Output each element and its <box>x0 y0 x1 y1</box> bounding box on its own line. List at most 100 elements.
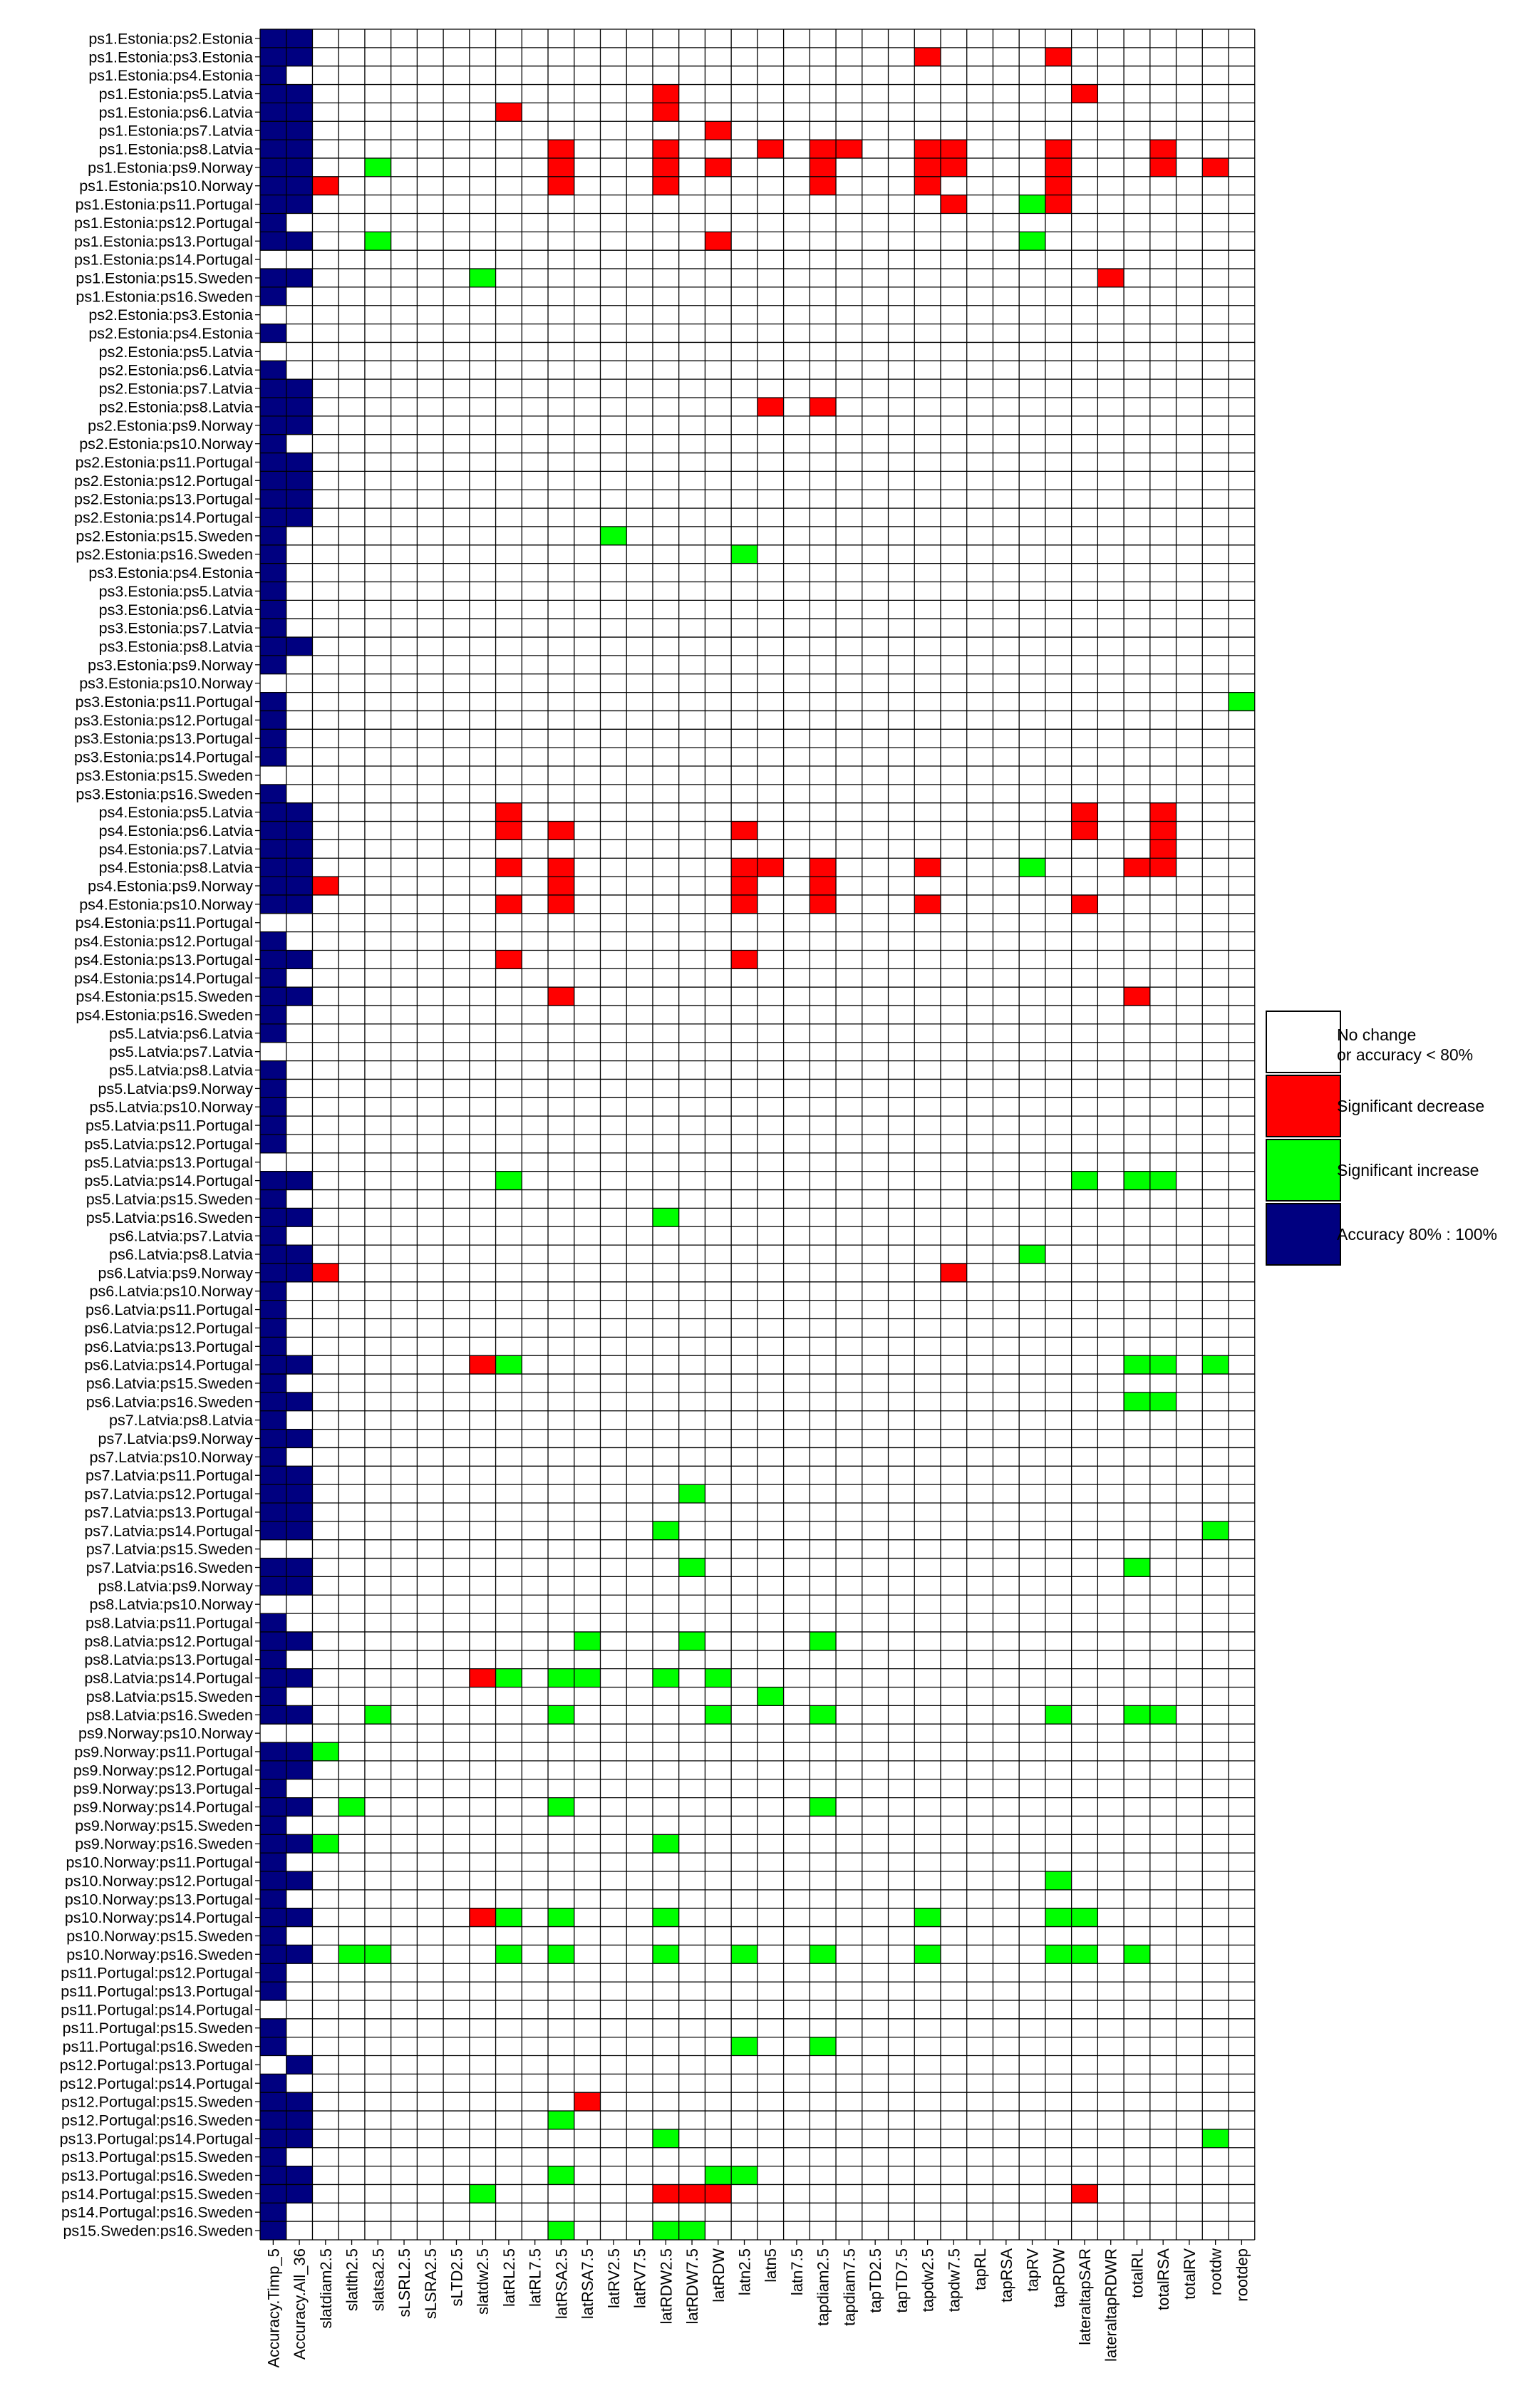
row-label: ps2.Estonia:ps3.Estonia <box>88 306 253 324</box>
column-label: Accuracy.Timp_5 <box>264 2248 282 2368</box>
heatmap-cell-accuracy-80-100 <box>260 802 286 822</box>
heatmap-cell-significant-decrease <box>495 858 522 877</box>
heatmap-cell-accuracy-80-100 <box>260 1079 286 1098</box>
heatmap-cell-significant-decrease <box>652 103 679 122</box>
heatmap-cell-accuracy-80-100 <box>286 637 313 656</box>
heatmap-cell-significant-decrease <box>731 877 758 895</box>
heatmap-cell-accuracy-80-100 <box>260 2111 286 2129</box>
heatmap-cell-significant-decrease <box>705 157 732 177</box>
heatmap-cell-significant-decrease <box>940 1263 967 1282</box>
heatmap-cell-significant-increase <box>810 2037 837 2056</box>
row-label: ps2.Estonia:ps5.Latvia <box>99 343 253 361</box>
heatmap-cell-significant-increase <box>1019 232 1045 251</box>
heatmap-cell-significant-decrease <box>469 1355 496 1375</box>
heatmap-cell-accuracy-80-100 <box>286 1429 313 1448</box>
row-label: ps11.Portugal:ps16.Sweden <box>63 2038 253 2055</box>
heatmap-cell-significant-decrease <box>548 157 574 177</box>
heatmap-cell-accuracy-80-100 <box>260 894 286 914</box>
row-label: ps1.Estonia:ps2.Estonia <box>88 30 253 47</box>
heatmap-cell-significant-decrease <box>836 140 862 158</box>
column-label: tapRV <box>1024 2248 1042 2292</box>
row-label: ps12.Portugal:ps16.Sweden <box>61 2112 253 2129</box>
heatmap-cell-significant-increase <box>1045 1705 1072 1725</box>
heatmap-cell-accuracy-80-100 <box>260 2074 286 2093</box>
column-label: latn7.5 <box>788 2248 806 2295</box>
heatmap-cell-significant-decrease <box>312 1263 339 1282</box>
heatmap-cell-accuracy-80-100 <box>260 839 286 859</box>
heatmap-cell-significant-increase <box>495 1908 522 1927</box>
heatmap-cell-accuracy-80-100 <box>286 1797 313 1817</box>
heatmap-cell-accuracy-80-100 <box>260 877 286 895</box>
row-label: ps3.Estonia:ps6.Latvia <box>99 601 253 619</box>
heatmap-cell-significant-increase <box>548 1668 574 1688</box>
heatmap-cell-accuracy-80-100 <box>260 47 286 66</box>
heatmap-cell-accuracy-80-100 <box>260 232 286 251</box>
heatmap-cell-accuracy-80-100 <box>286 1263 313 1282</box>
heatmap-cell-accuracy-80-100 <box>286 29 313 48</box>
column-label: slatdiam2.5 <box>317 2248 335 2329</box>
heatmap-cell-accuracy-80-100 <box>286 157 313 177</box>
row-label: ps2.Estonia:ps16.Sweden <box>76 546 253 563</box>
heatmap-cell-accuracy-80-100 <box>260 29 286 48</box>
heatmap-cell-accuracy-80-100 <box>286 1208 313 1227</box>
row-label: ps11.Portugal:ps13.Portugal <box>61 1983 253 2000</box>
row-label: ps10.Norway:ps16.Sweden <box>66 1946 253 1963</box>
row-label: ps7.Latvia:ps16.Sweden <box>86 1559 253 1576</box>
heatmap-cell-significant-increase <box>652 1908 679 1927</box>
row-label: ps10.Norway:ps14.Portugal <box>65 1909 253 1926</box>
heatmap-cell-significant-increase <box>312 1742 339 1761</box>
heatmap-cell-accuracy-80-100 <box>286 232 313 251</box>
heatmap-cell-significant-decrease <box>810 858 837 877</box>
heatmap-cell-accuracy-80-100 <box>286 2166 313 2185</box>
row-label: ps9.Norway:ps13.Portugal <box>73 1780 253 1797</box>
column-label: tapdw7.5 <box>945 2248 963 2312</box>
heatmap-cell-significant-decrease <box>810 877 837 895</box>
row-label: ps4.Estonia:ps16.Sweden <box>76 1006 253 1023</box>
heatmap-cell-accuracy-80-100 <box>260 1208 286 1227</box>
heatmap-cell-accuracy-80-100 <box>260 415 286 435</box>
column-label: lateraltapSAR <box>1076 2248 1094 2345</box>
heatmap-cell-accuracy-80-100 <box>260 637 286 656</box>
heatmap-cell-accuracy-80-100 <box>260 379 286 398</box>
column-label: Accuracy.All_36 <box>291 2248 309 2360</box>
heatmap-cell-accuracy-80-100 <box>260 324 286 343</box>
heatmap-cell-accuracy-80-100 <box>286 1834 313 1854</box>
row-label: ps9.Norway:ps16.Sweden <box>75 1836 253 1853</box>
heatmap-cell-accuracy-80-100 <box>286 1576 313 1596</box>
heatmap-cell-accuracy-80-100 <box>260 398 286 416</box>
row-label: ps3.Estonia:ps15.Sweden <box>76 767 253 784</box>
row-label: ps13.Portugal:ps16.Sweden <box>61 2167 253 2184</box>
column-label: latRDW <box>710 2248 728 2303</box>
heatmap-cell-significant-increase <box>574 1668 601 1688</box>
heatmap-cell-significant-decrease <box>1149 140 1177 158</box>
heatmap-cell-accuracy-80-100 <box>260 821 286 840</box>
heatmap-cell-significant-decrease <box>810 176 837 195</box>
row-label: ps9.Norway:ps11.Portugal <box>74 1743 253 1760</box>
row-label: ps4.Estonia:ps5.Latvia <box>99 804 253 821</box>
column-label: latRSA2.5 <box>552 2248 570 2319</box>
heatmap-cell-accuracy-80-100 <box>286 1521 313 1540</box>
heatmap-cell-accuracy-80-100 <box>286 877 313 895</box>
heatmap-cell-accuracy-80-100 <box>260 563 286 582</box>
row-label: ps6.Latvia:ps11.Portugal <box>86 1301 253 1318</box>
column-label: tapdiam7.5 <box>840 2248 858 2326</box>
heatmap-cell-accuracy-80-100 <box>260 1374 286 1392</box>
heatmap-cell-accuracy-80-100 <box>260 2203 286 2222</box>
heatmap-cell-significant-decrease <box>652 140 679 158</box>
heatmap-cell-accuracy-80-100 <box>286 471 313 490</box>
heatmap-cell-significant-increase <box>1045 1908 1072 1927</box>
heatmap-cell-accuracy-80-100 <box>260 2147 286 2166</box>
heatmap-cell-significant-increase <box>652 1208 679 1227</box>
heatmap-cell-significant-decrease <box>731 858 758 877</box>
heatmap-cell-significant-increase <box>1149 1705 1177 1725</box>
heatmap-cell-accuracy-80-100 <box>260 1834 286 1854</box>
row-label: ps9.Norway:ps10.Norway <box>78 1725 253 1742</box>
row-label: ps1.Estonia:ps12.Portugal <box>74 215 253 232</box>
heatmap-cell-accuracy-80-100 <box>286 103 313 122</box>
row-label: ps9.Norway:ps15.Sweden <box>75 1817 253 1834</box>
heatmap-cell-significant-decrease <box>678 2184 705 2203</box>
heatmap-cell-accuracy-80-100 <box>260 140 286 158</box>
heatmap-cell-significant-decrease <box>1124 858 1150 877</box>
heatmap-cell-significant-decrease <box>495 103 522 122</box>
row-label: ps11.Portugal:ps14.Portugal <box>61 2001 253 2018</box>
